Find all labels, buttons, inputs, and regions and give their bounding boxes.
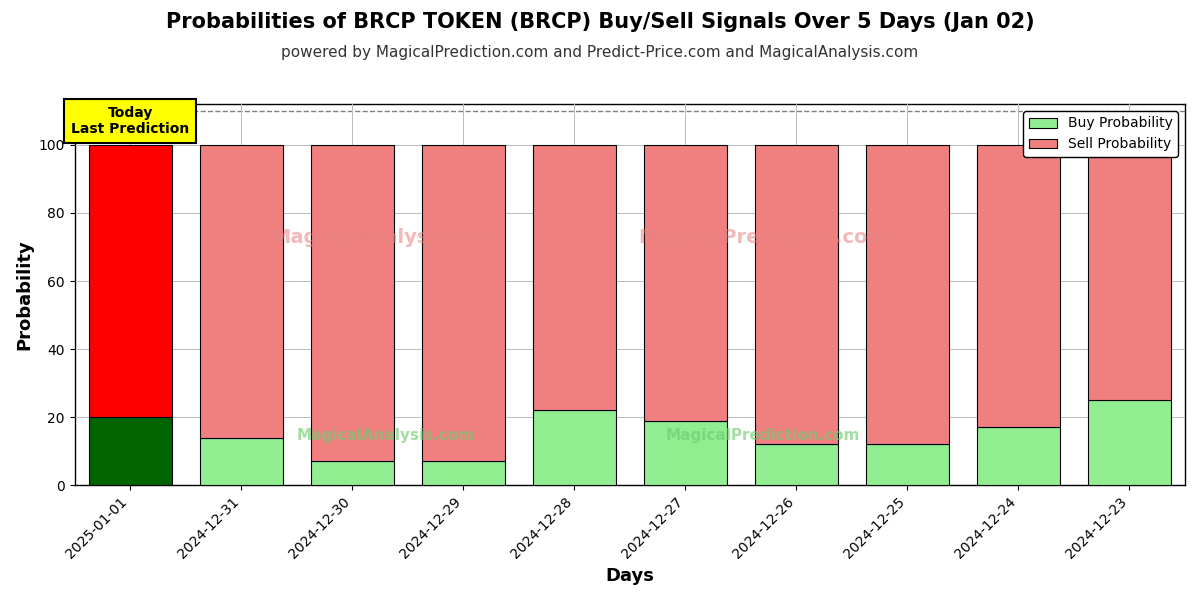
Text: Probabilities of BRCP TOKEN (BRCP) Buy/Sell Signals Over 5 Days (Jan 02): Probabilities of BRCP TOKEN (BRCP) Buy/S… [166,12,1034,32]
Bar [89,145,172,417]
Bar [865,145,949,445]
Text: Today
Last Prediction: Today Last Prediction [71,106,190,136]
Bar [311,461,394,485]
Bar [643,421,727,485]
Bar [533,410,616,485]
Y-axis label: Probability: Probability [16,239,34,350]
Bar [421,145,505,461]
Bar [1088,145,1171,400]
Bar [755,445,838,485]
Bar [311,145,394,461]
Text: MagicalPrediction.com: MagicalPrediction.com [666,428,860,443]
Bar [977,427,1060,485]
Bar [755,145,838,445]
Bar [1088,400,1171,485]
Bar [643,145,727,421]
Bar [89,417,172,485]
Bar [533,145,616,410]
Bar [199,145,283,437]
Text: MagicalAnalysis.com: MagicalAnalysis.com [271,228,499,247]
Legend: Buy Probability, Sell Probability: Buy Probability, Sell Probability [1024,111,1178,157]
Bar [977,145,1060,427]
Bar [421,461,505,485]
Bar [199,437,283,485]
Text: powered by MagicalPrediction.com and Predict-Price.com and MagicalAnalysis.com: powered by MagicalPrediction.com and Pre… [281,45,919,60]
Bar [865,445,949,485]
Text: MagicalPrediction.com: MagicalPrediction.com [638,228,888,247]
X-axis label: Days: Days [605,567,654,585]
Text: MagicalAnalysis.com: MagicalAnalysis.com [296,428,474,443]
